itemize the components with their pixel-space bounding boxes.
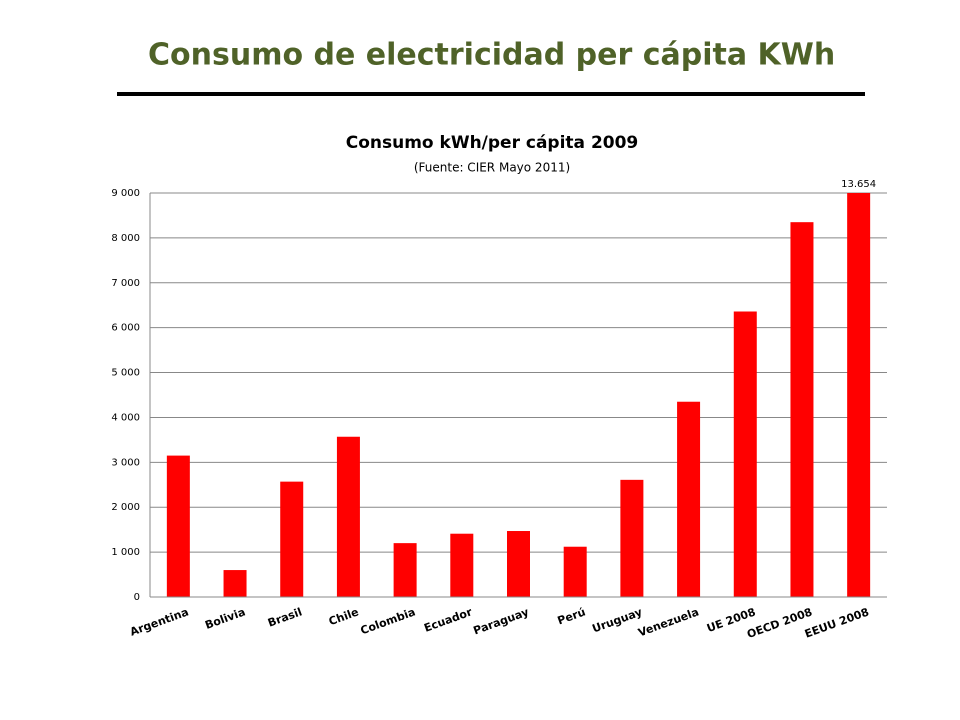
slide-title: Consumo de electricidad per cápita KWh xyxy=(148,38,835,73)
bar xyxy=(507,531,530,597)
bar xyxy=(620,479,644,597)
x-tick-label: Brasil xyxy=(266,605,304,629)
bar xyxy=(393,543,417,597)
bar xyxy=(166,455,190,597)
y-tick-label: 9 000 xyxy=(111,188,140,199)
x-tick-label: Argentina xyxy=(128,605,190,638)
x-tick-label: Colombia xyxy=(359,605,417,637)
chart-subtitle: (Fuente: CIER Mayo 2011) xyxy=(414,161,570,175)
x-tick-label: Ecuador xyxy=(422,605,474,635)
x-tick-label: Paraguay xyxy=(472,605,531,637)
y-tick-label: 2 000 xyxy=(111,502,140,513)
y-tick-label: 0 xyxy=(134,592,140,603)
y-tick-label: 5 000 xyxy=(111,368,140,379)
x-tick-label: Perú xyxy=(556,605,587,627)
x-tick-label: Venezuela xyxy=(636,605,700,639)
bar xyxy=(450,533,474,597)
x-tick-label: Bolivia xyxy=(203,605,247,632)
y-tick-label: 4 000 xyxy=(111,412,140,423)
x-tick-label: Chile xyxy=(327,605,360,628)
x-tick-label: EEUU 2008 xyxy=(803,605,871,640)
chart-title: Consumo kWh/per cápita 2009 xyxy=(346,133,639,153)
bar xyxy=(733,311,757,597)
bar xyxy=(790,222,814,597)
y-tick-label: 3 000 xyxy=(111,457,140,468)
x-tick-label: Uruguay xyxy=(590,605,643,635)
bar xyxy=(223,570,247,597)
y-tick-label: 6 000 xyxy=(111,323,140,334)
bar xyxy=(847,193,871,597)
bar xyxy=(563,546,587,597)
y-tick-label: 8 000 xyxy=(111,233,140,244)
title-rule xyxy=(117,92,865,96)
data-label: 13.654 xyxy=(841,179,876,190)
x-tick-label: OECD 2008 xyxy=(745,605,814,641)
bar xyxy=(280,481,304,597)
y-tick-label: 7 000 xyxy=(111,278,140,289)
bar xyxy=(336,436,360,597)
bar xyxy=(677,401,701,597)
y-tick-label: 1 000 xyxy=(111,547,140,558)
